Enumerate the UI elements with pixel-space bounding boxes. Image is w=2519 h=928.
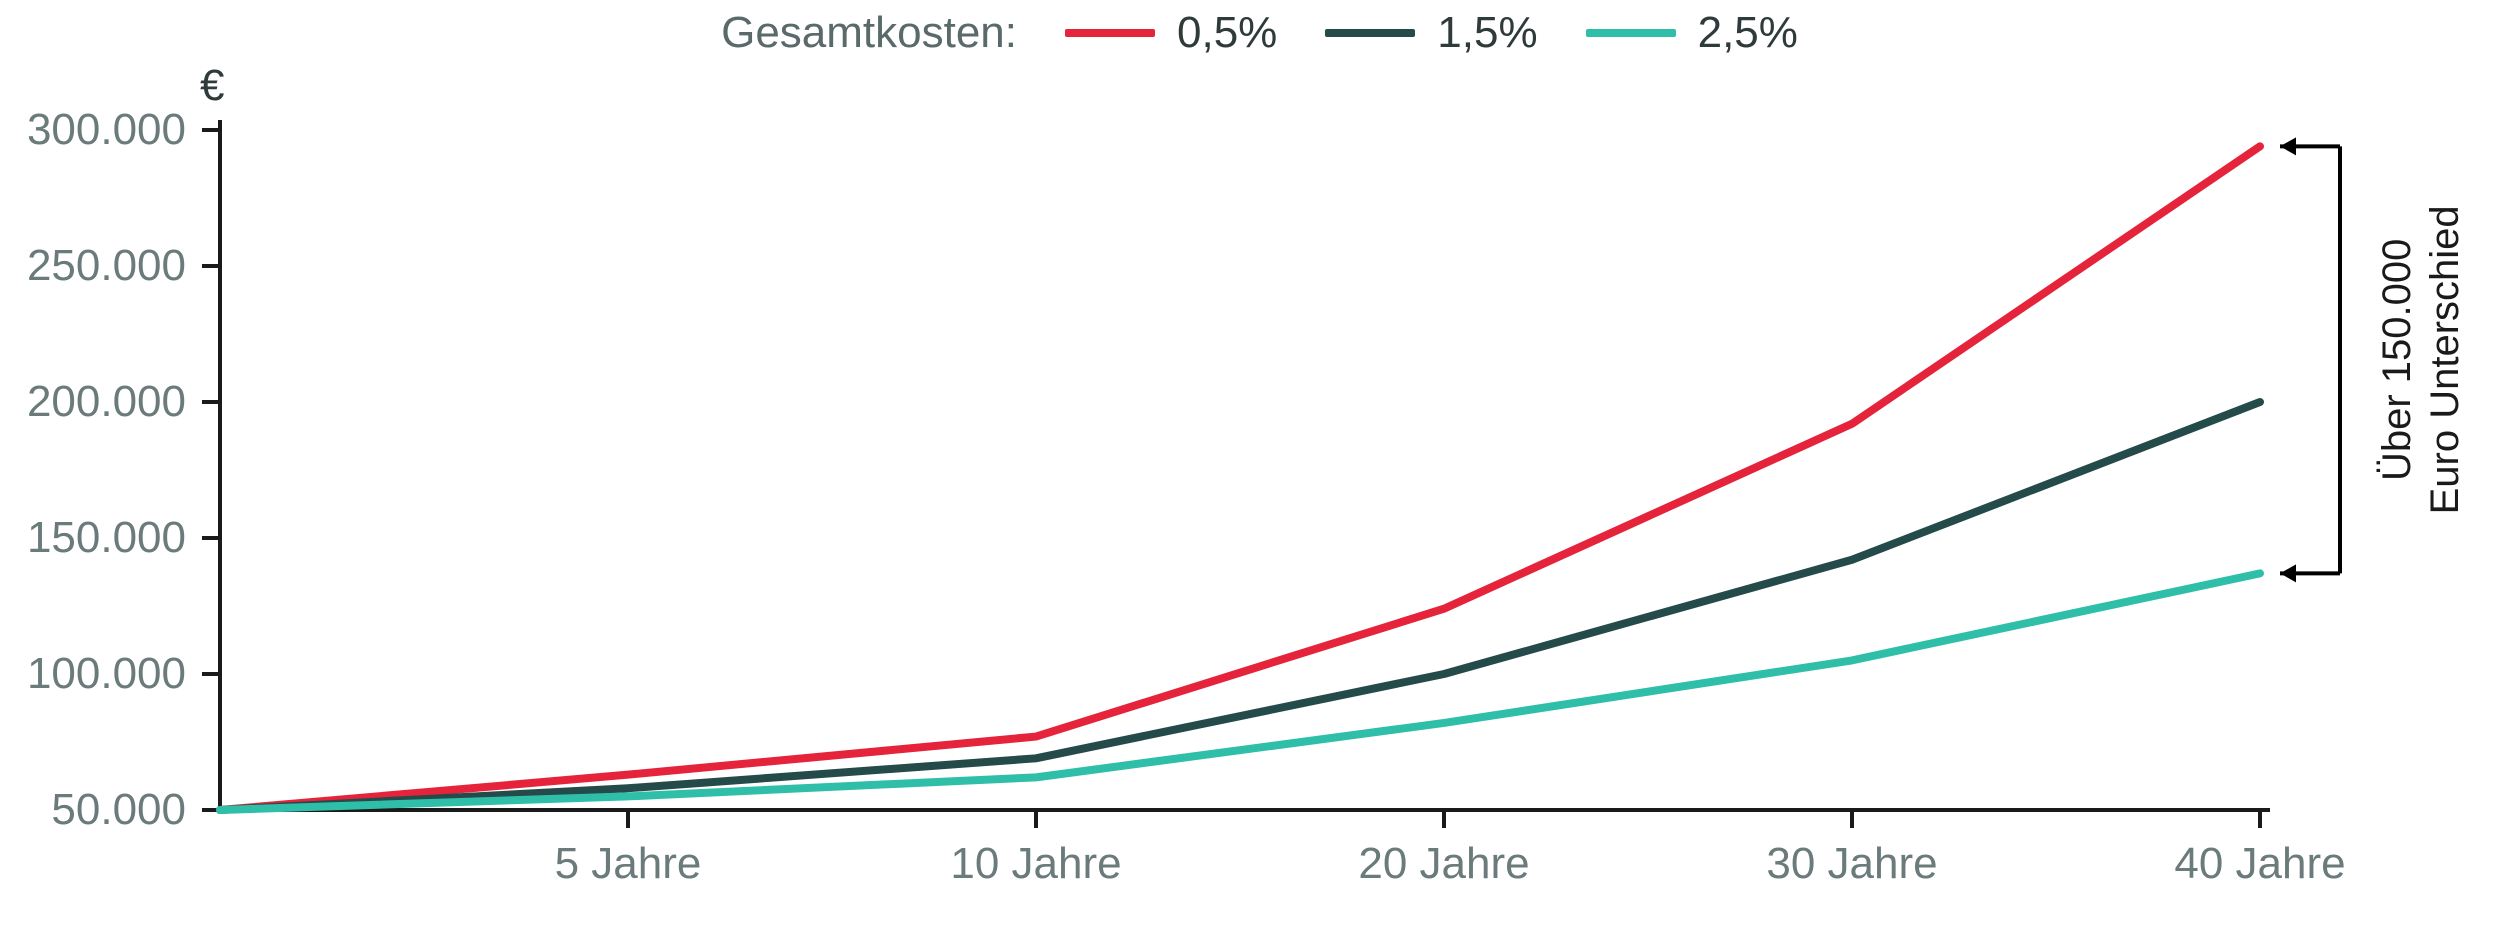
- svg-text:30 Jahre: 30 Jahre: [1766, 839, 1937, 888]
- svg-text:300.000: 300.000: [27, 105, 186, 154]
- svg-text:200.000: 200.000: [27, 377, 186, 426]
- legend-label-1: 1,5%: [1437, 8, 1537, 58]
- legend-label-0: 0,5%: [1177, 8, 1277, 58]
- chart-svg: 50.000 100.000 150.000 200.000 250.000 300.00…: [0, 0, 2519, 928]
- legend-item-0: 0,5%: [1065, 8, 1277, 58]
- svg-text:€: €: [200, 61, 224, 110]
- svg-text:40 Jahre: 40 Jahre: [2174, 839, 2345, 888]
- legend-item-1: 1,5%: [1325, 8, 1537, 58]
- svg-text:250.000: 250.000: [27, 241, 186, 290]
- legend-swatch-0: [1065, 29, 1155, 37]
- legend-label-2: 2,5%: [1698, 8, 1798, 58]
- legend-swatch-2: [1586, 29, 1676, 37]
- svg-text:150.000: 150.000: [27, 513, 186, 562]
- legend-item-2: 2,5%: [1586, 8, 1798, 58]
- svg-text:5 Jahre: 5 Jahre: [555, 839, 702, 888]
- chart-legend: Gesamtkosten: 0,5% 1,5% 2,5%: [0, 8, 2519, 58]
- cost-comparison-chart: Gesamtkosten: 0,5% 1,5% 2,5% 50.000 100.0…: [0, 0, 2519, 928]
- svg-text:Euro Unterschied: Euro Unterschied: [2423, 205, 2467, 514]
- svg-text:50.000: 50.000: [51, 785, 186, 834]
- svg-text:20 Jahre: 20 Jahre: [1358, 839, 1529, 888]
- svg-text:100.000: 100.000: [27, 649, 186, 698]
- svg-text:Über 150.000: Über 150.000: [2375, 239, 2419, 481]
- svg-text:10 Jahre: 10 Jahre: [950, 839, 1121, 888]
- legend-title: Gesamtkosten:: [721, 8, 1017, 58]
- legend-swatch-1: [1325, 29, 1415, 37]
